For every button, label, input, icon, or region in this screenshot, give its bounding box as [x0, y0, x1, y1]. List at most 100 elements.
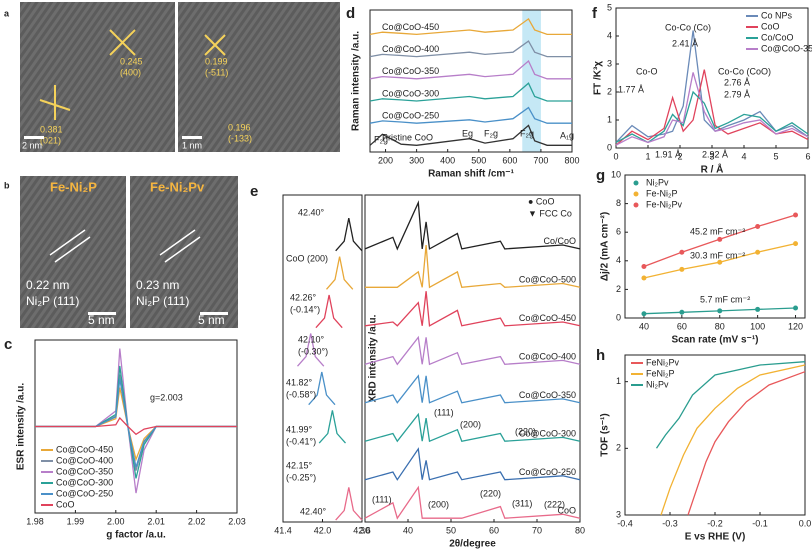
annotation: 5.7 mF cm⁻²: [700, 294, 750, 304]
series-label: Pristine CoO: [382, 133, 433, 143]
x-tick-label: 0: [613, 151, 618, 161]
y-tick-label: 4: [616, 255, 621, 265]
x-tick-label: 60: [677, 321, 687, 331]
y-axis-label: FT /K³χ: [593, 61, 604, 95]
x-axis-label: E vs RHE (V): [685, 532, 746, 543]
data-point: [717, 308, 723, 314]
x-tick-label: 42.0: [314, 525, 332, 535]
legend-label: Fe-Ni₂Pv: [646, 199, 682, 209]
plot-frame: [369, 9, 573, 153]
x-tick-label: 2.02: [188, 516, 206, 526]
series-line: [326, 256, 354, 290]
series-line: [615, 69, 809, 146]
annotation: (-133): [228, 133, 252, 143]
annotation: (-0.14°): [290, 304, 320, 314]
data-point: [755, 306, 761, 312]
annotation: Ni₂P (111): [26, 294, 79, 308]
series-label: Co@CoO-450: [382, 22, 439, 32]
tem-image: [20, 2, 175, 152]
series-line: [615, 72, 809, 146]
sample-label: Fe-Ni₂P: [50, 179, 97, 194]
annotation: (200): [428, 499, 449, 509]
series-line: [364, 485, 581, 520]
panel-label: f: [592, 5, 598, 22]
series-line: [35, 416, 237, 436]
tem-image: [130, 176, 238, 328]
legend-swatch: [633, 202, 639, 208]
annotation: (-0.58°): [286, 389, 316, 399]
legend-label: Co@CoO-350: [56, 466, 113, 476]
annotation: (311): [512, 498, 532, 508]
series-line: [335, 487, 363, 521]
series-line: [364, 447, 581, 481]
panel-b: b Fe-Ni₂P Fe-Ni₂Pv 0.22 nm Ni₂P (111) 0.…: [4, 176, 238, 328]
legend-label: FeNi₂P: [646, 368, 675, 378]
x-tick-label: 40: [639, 321, 649, 331]
legend-label: FeNi₂Pv: [646, 357, 679, 367]
series-line: [369, 106, 572, 124]
annotation: Eg: [462, 128, 473, 138]
annotation: ▼ FCC Co: [528, 208, 572, 218]
annotation: (-511): [205, 67, 228, 77]
series-line: [315, 294, 343, 329]
legend-label: Co@CoO-250: [56, 488, 113, 498]
y-axis-label: TOF (s⁻¹): [600, 413, 611, 456]
series-line: [364, 291, 581, 327]
series-label: Co/CoO: [543, 236, 576, 246]
plot-frame: [624, 174, 806, 319]
series-label: Co@CoO-450: [519, 313, 576, 323]
tem-image: [178, 2, 340, 152]
x-tick-label: 2.03: [228, 516, 246, 526]
x-axis-label: Scan rate (mV s⁻¹): [672, 335, 759, 346]
legend-swatch: [633, 191, 639, 197]
legend-label: Co/CoO: [761, 32, 794, 42]
annotation: 2.41 Å: [672, 38, 698, 48]
data-point: [641, 275, 647, 281]
legend-swatch: [633, 180, 639, 186]
panel-label: g: [596, 167, 605, 184]
series-label: Co@CoO-350: [519, 390, 576, 400]
annotation: 42.10°: [298, 334, 325, 344]
annotation: 41.82°: [286, 377, 313, 387]
annotation: F₂g: [520, 128, 534, 138]
y-tick-label: 1: [607, 114, 612, 124]
x-tick-label: -0.3: [662, 518, 678, 528]
chart: c 1.98 1.99 2.00 2.01 2.02 2.03 g factor /a.u. E…: [4, 336, 246, 541]
series-line: [369, 40, 572, 58]
x-axis-label: R / Å: [701, 163, 724, 176]
scale-label: 5 nm: [198, 313, 225, 327]
x-tick-label: 80: [575, 525, 585, 535]
data-point: [755, 223, 761, 229]
y-axis-label: XRD intensity /a.u.: [368, 314, 379, 402]
series-line: [687, 371, 806, 516]
x-tick-label: 3: [709, 151, 714, 161]
annotation: 0.245: [120, 56, 143, 66]
annotation: 30.3 mF cm⁻²: [690, 250, 745, 260]
series-line: [369, 124, 572, 146]
annotation: (220): [515, 426, 536, 436]
annotation: (-0.25°): [286, 472, 316, 482]
scale-bar: [24, 136, 44, 139]
data-point: [793, 241, 799, 247]
sample-label: Fe-Ni₂Pv: [150, 179, 205, 194]
y-tick-label: 8: [616, 198, 621, 208]
series-label: CoO: [557, 506, 576, 516]
scale-bar: [88, 312, 116, 315]
annotation: Co-Co (CoO): [718, 66, 771, 76]
chart: g 40 60 80 100 120 0 2 4 6 8 10 Scan rate (mV s⁻¹) Δj…: [596, 167, 806, 346]
y-tick-label: 2: [616, 443, 621, 453]
series-line: [308, 371, 336, 406]
legend-label: Ni₂Pv: [646, 177, 669, 187]
series-line: [297, 333, 325, 367]
chart: d 200 300 400 500 600 700 800 Raman shift /cm⁻¹ R…: [346, 5, 580, 180]
series-line: [369, 59, 572, 80]
series-line: [655, 361, 806, 449]
chart: f 0 1 2 3 4 5 6 0 1 2 3 4 5 R / Å FT /K³χ Co NPsCoOCo/Co…: [592, 2, 812, 175]
series-label: Co@CoO-250: [519, 467, 576, 477]
series-label: Co@CoO-500: [519, 275, 576, 285]
data-point: [717, 236, 723, 242]
series-line: [318, 410, 346, 444]
x-axis-label: g factor /a.u.: [106, 530, 166, 541]
scale-bar: [200, 312, 228, 315]
